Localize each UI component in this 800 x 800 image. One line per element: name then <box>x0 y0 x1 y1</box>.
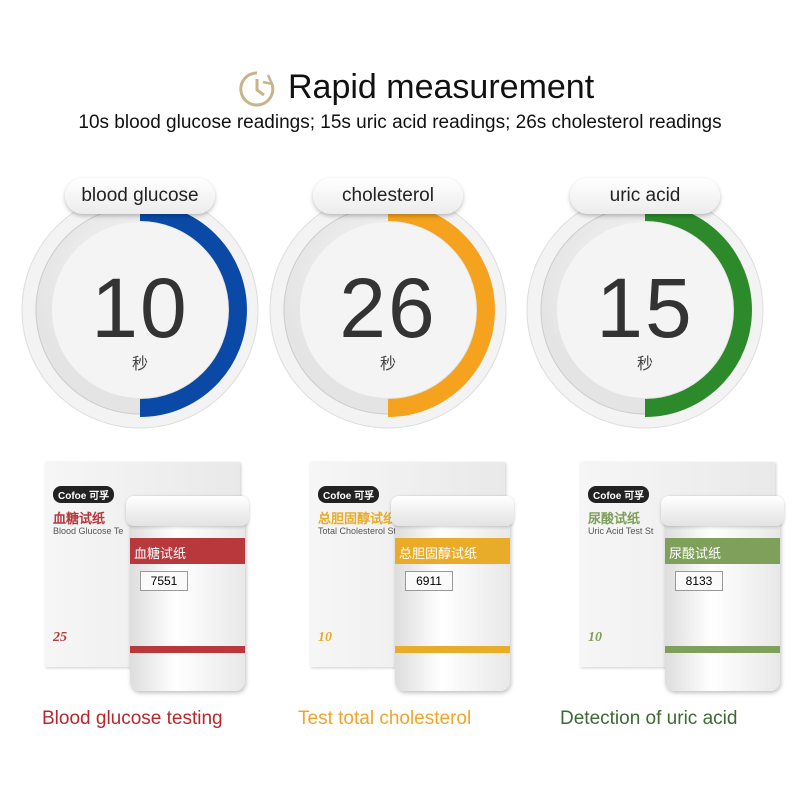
gauge-progress-arc <box>387 203 495 417</box>
gauge-unit: 秒 <box>636 356 653 373</box>
product-image: Cofoe 可孚 尿酸试纸 Uric Acid Test St 10 尿酸试纸 … <box>570 458 800 698</box>
code-number: 6911 <box>405 571 453 591</box>
strip-count: 25 <box>53 630 67 645</box>
strip-count: 10 <box>588 630 602 645</box>
jar-stripe <box>395 646 510 653</box>
jar-label: 尿酸试纸 <box>665 538 780 564</box>
brand-logo: Cofoe 可孚 <box>318 486 380 503</box>
jar-label: 血糖试纸 <box>130 538 245 564</box>
gauge-value: 10 <box>91 261 189 355</box>
strip-jar: 总胆固醇试纸 6911 <box>391 496 514 691</box>
gauge-label: blood glucose <box>65 178 215 214</box>
jar-lid <box>661 496 784 526</box>
product-image: Cofoe 可孚 总胆固醇试纸 Total Cholesterol St 10 … <box>300 458 550 698</box>
page-title: Rapid measurement <box>288 68 595 106</box>
product-name-cn: 总胆固醇试纸 <box>318 511 397 526</box>
product-name-cn: 尿酸试纸 <box>588 511 641 526</box>
gauge-value: 15 <box>596 261 694 355</box>
strip-count: 10 <box>318 630 332 645</box>
subtitle: 10s blood glucose readings; 15s uric aci… <box>78 112 722 133</box>
jar-label: 总胆固醇试纸 <box>395 538 510 564</box>
gauge-progress-arc <box>644 203 752 417</box>
timer-gauge: blood glucose 10 秒 <box>20 178 260 430</box>
timer-gauge: cholesterol 26 秒 <box>268 178 508 430</box>
gauge-label: cholesterol <box>313 178 463 214</box>
gauge-ring <box>269 191 507 429</box>
strip-jar: 血糖试纸 7551 <box>126 496 249 691</box>
product-caption: Blood glucose testing <box>42 708 223 729</box>
product-name-en: Uric Acid Test St <box>588 526 654 536</box>
gauge-value: 26 <box>339 261 437 355</box>
jar-lid <box>126 496 249 526</box>
code-number: 7551 <box>140 571 188 591</box>
gauge-progress-arc <box>139 203 247 417</box>
product-caption: Detection of uric acid <box>560 708 738 729</box>
strip-jar: 尿酸试纸 8133 <box>661 496 784 691</box>
product-name-cn: 血糖试纸 <box>53 511 106 526</box>
product-name-en: Total Cholesterol St <box>318 526 397 536</box>
code-number: 8133 <box>675 571 723 591</box>
product-image: Cofoe 可孚 血糖试纸 Blood Glucose Te 25 血糖试纸 7… <box>35 458 285 698</box>
gauge-unit: 秒 <box>131 356 148 373</box>
jar-stripe <box>130 646 245 653</box>
gauge-unit: 秒 <box>379 356 396 373</box>
gauge-ring <box>21 191 259 429</box>
brand-logo: Cofoe 可孚 <box>588 486 650 503</box>
jar-stripe <box>665 646 780 653</box>
clock-icon <box>239 71 275 107</box>
gauge-label: uric acid <box>570 178 720 214</box>
brand-logo: Cofoe 可孚 <box>53 486 115 503</box>
product-caption: Test total cholesterol <box>298 708 472 729</box>
jar-lid <box>391 496 514 526</box>
product-name-en: Blood Glucose Te <box>53 526 124 536</box>
timer-gauge: uric acid 15 秒 <box>525 178 765 430</box>
